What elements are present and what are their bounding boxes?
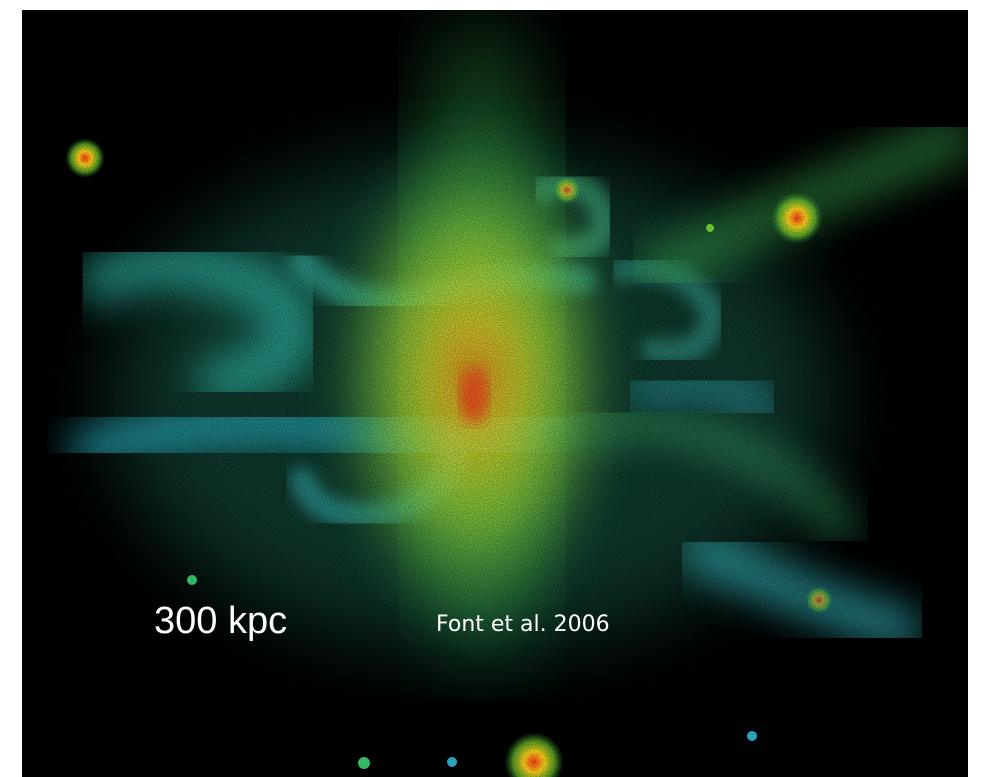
- halo-image: [22, 10, 968, 777]
- grain: [22, 10, 968, 777]
- credit-label: Font et al. 2006: [436, 612, 610, 637]
- simulation-image: 300 kpc Font et al. 2006: [22, 10, 968, 777]
- page: 300 kpc Font et al. 2006 (() => { const …: [0, 0, 981, 777]
- scale-label: 300 kpc: [154, 600, 287, 643]
